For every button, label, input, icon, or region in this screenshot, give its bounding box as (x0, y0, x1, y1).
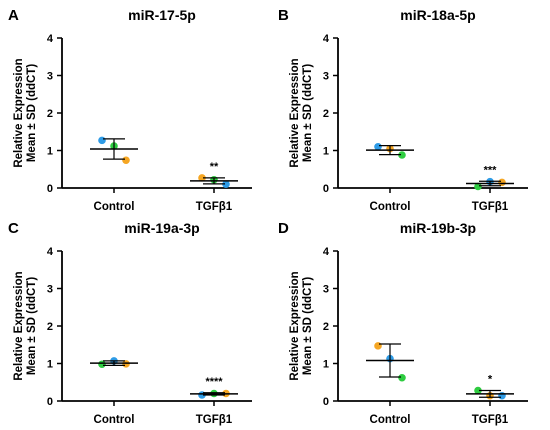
y-tick-label: 3 (47, 71, 53, 83)
y-tick-label: 1 (47, 146, 53, 158)
y-tick-label: 2 (47, 321, 53, 333)
y-tick-label: 3 (47, 284, 53, 296)
y-axis-label: Mean ± SD (ddCT) (26, 64, 38, 162)
x-tick-label: Control (370, 414, 411, 426)
data-point-green (398, 373, 406, 382)
data-point-green (474, 386, 482, 395)
y-tick-label: 3 (323, 284, 329, 296)
y-tick-label: 1 (323, 359, 329, 371)
significance-label: **** (205, 376, 223, 388)
data-point-blue (498, 391, 506, 400)
chart-title: miR-19b-3p (400, 220, 476, 236)
y-axis-label: Mean ± SD (ddCT) (302, 64, 314, 162)
x-tick-label: TGFβ1 (472, 414, 509, 426)
y-tick-label: 1 (323, 146, 329, 158)
y-axis-label: Relative Expression (289, 58, 301, 167)
data-point-orange (198, 174, 206, 182)
y-tick-label: 4 (323, 246, 330, 258)
significance-label: ** (210, 161, 219, 173)
y-tick-label: 2 (47, 108, 53, 120)
x-tick-label: Control (370, 201, 411, 213)
x-tick-label: TGFβ1 (196, 414, 233, 426)
data-point-green (98, 360, 106, 369)
significance-label: * (488, 374, 493, 386)
data-point-blue (374, 142, 382, 151)
data-point-orange (498, 178, 506, 187)
x-tick-label: TGFβ1 (196, 201, 233, 213)
panel-letter: B (278, 7, 289, 24)
data-point-green (398, 151, 406, 159)
data-point-orange (374, 342, 382, 350)
data-point-blue (98, 136, 106, 145)
y-tick-label: 0 (323, 396, 329, 408)
chart-title: miR-19a-3p (124, 220, 199, 236)
y-tick-label: 2 (323, 108, 329, 120)
panel-letter: D (278, 220, 289, 237)
y-axis-label: Relative Expression (13, 58, 25, 167)
chart-title: miR-18a-5p (400, 7, 475, 23)
y-tick-label: 3 (323, 71, 329, 83)
y-tick-label: 4 (47, 33, 54, 45)
y-axis-label: Mean ± SD (ddCT) (302, 277, 314, 375)
x-tick-label: Control (94, 414, 135, 426)
y-tick-label: 0 (323, 183, 329, 195)
data-point-green (474, 182, 482, 191)
x-tick-label: Control (94, 201, 135, 213)
y-tick-label: 1 (47, 359, 53, 371)
x-tick-label: TGFβ1 (472, 201, 509, 213)
significance-label: *** (484, 164, 498, 176)
y-tick-label: 2 (323, 321, 329, 333)
panel-letter: A (8, 7, 19, 24)
y-axis-label: Mean ± SD (ddCT) (26, 277, 38, 375)
chart-title: miR-17-5p (128, 7, 196, 23)
y-axis-label: Relative Expression (289, 271, 301, 380)
y-tick-label: 4 (47, 246, 54, 258)
y-tick-label: 0 (47, 183, 53, 195)
y-tick-label: 4 (323, 33, 330, 45)
y-tick-label: 0 (47, 396, 53, 408)
panel-letter: C (8, 220, 19, 237)
y-axis-label: Relative Expression (13, 271, 25, 380)
data-point-blue (222, 180, 230, 189)
data-point-orange (122, 156, 130, 165)
